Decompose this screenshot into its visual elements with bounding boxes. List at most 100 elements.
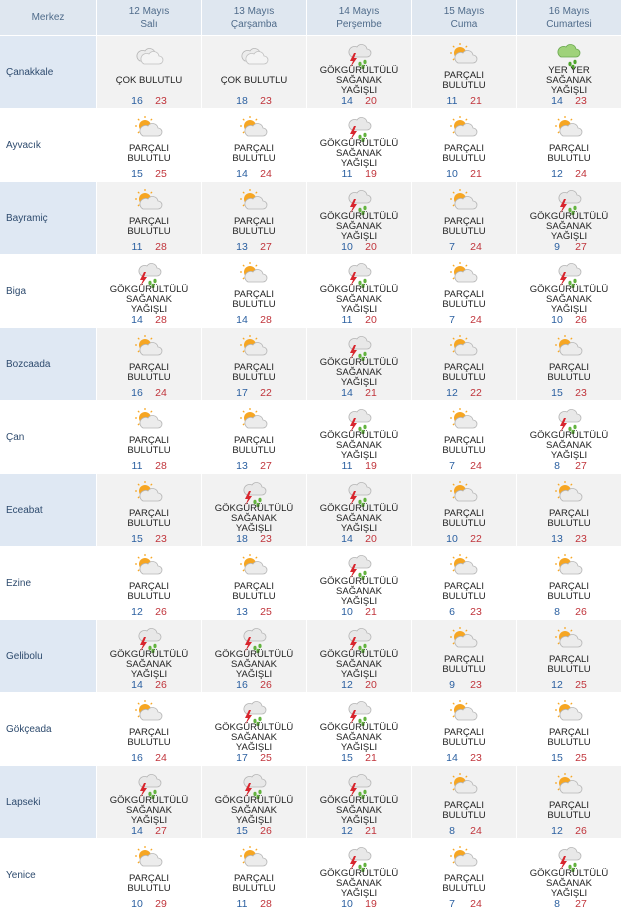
condition: GÖKGÜRÜLTÜLÜ SAĞANAK YAĞIŞLI bbox=[529, 868, 609, 899]
condition-box: PARÇALI BULUTLU bbox=[99, 507, 199, 531]
weather-icon bbox=[555, 335, 583, 356]
icon-part bbox=[363, 132, 367, 138]
weather-icon bbox=[555, 700, 583, 721]
weather-icon bbox=[450, 408, 478, 429]
icon-part bbox=[358, 718, 362, 724]
icon-part bbox=[139, 488, 163, 502]
day-date: 12 Mayıs bbox=[128, 6, 170, 17]
min-temp: 18 bbox=[236, 533, 248, 545]
min-temp: 14 bbox=[131, 679, 143, 691]
icon-part bbox=[570, 556, 573, 559]
icon-part bbox=[571, 867, 575, 872]
condition: GÖKGÜRÜLTÜLÜ SAĞANAK YAĞIŞLI bbox=[214, 503, 294, 534]
icon-part bbox=[242, 423, 245, 426]
icon-part bbox=[244, 415, 268, 429]
min-temp: 11 bbox=[341, 168, 353, 180]
icon-part bbox=[255, 191, 258, 194]
condition: GÖKGÜRÜLTÜLÜ SAĞANAK YAĞIŞLI bbox=[319, 138, 399, 169]
condition-box: GÖKGÜRÜLTÜLÜ SAĞANAK YAĞIŞLI bbox=[99, 285, 199, 315]
icon-part bbox=[570, 629, 573, 632]
condition: PARÇALI BULUTLU bbox=[127, 581, 171, 602]
icon-part bbox=[363, 862, 367, 868]
icon-part bbox=[350, 418, 357, 433]
icon-part bbox=[558, 263, 582, 277]
min-temp: 12 bbox=[131, 606, 143, 618]
condition: PARÇALI BULUTLU bbox=[232, 216, 276, 237]
icon-part bbox=[465, 264, 468, 267]
weather-icon bbox=[555, 627, 583, 648]
forecast-cell: PARÇALI BULUTLU 12 26 bbox=[517, 766, 622, 839]
forecast-cell: PARÇALI BULUTLU 7 24 bbox=[412, 255, 517, 328]
weather-icon bbox=[135, 846, 163, 867]
max-temp: 20 bbox=[365, 533, 377, 545]
weather-icon bbox=[450, 627, 478, 648]
condition: PARÇALI BULUTLU bbox=[232, 143, 276, 164]
header-day-cell: 15 Mayıs Cuma bbox=[412, 0, 517, 36]
icon-part bbox=[137, 848, 140, 851]
condition: PARÇALI BULUTLU bbox=[547, 727, 591, 748]
condition-box: PARÇALI BULUTLU bbox=[414, 215, 514, 239]
min-temp: 14 bbox=[236, 168, 248, 180]
icon-part bbox=[139, 853, 163, 867]
icon-part bbox=[465, 483, 468, 486]
max-temp: 21 bbox=[470, 95, 482, 107]
icon-part bbox=[358, 499, 362, 505]
condition: GÖKGÜRÜLTÜLÜ SAĞANAK YAĞIŞLI bbox=[319, 65, 399, 96]
icon-part bbox=[348, 555, 372, 569]
icon-part bbox=[138, 263, 162, 277]
forecast-cell: PARÇALI BULUTLU 7 24 bbox=[412, 401, 517, 474]
max-temp: 28 bbox=[260, 898, 272, 910]
icon-part bbox=[465, 45, 468, 48]
icon-part bbox=[573, 862, 577, 868]
condition: GÖKGÜRÜLTÜLÜ SAĞANAK YAĞIŞLI bbox=[319, 430, 399, 461]
icon-part bbox=[350, 491, 357, 506]
icon-part bbox=[350, 53, 357, 68]
condition-box: PARÇALI BULUTLU bbox=[204, 288, 304, 312]
day-date: 16 Mayıs bbox=[548, 6, 590, 17]
city-cell: Biga bbox=[0, 255, 97, 328]
max-temp: 23 bbox=[470, 606, 482, 618]
forecast-cell: GÖKGÜRÜLTÜLÜ SAĞANAK YAĞIŞLI 9 27 bbox=[517, 182, 622, 255]
condition-box: PARÇALI BULUTLU bbox=[204, 580, 304, 604]
weather-icon bbox=[450, 554, 478, 575]
icon-part bbox=[559, 123, 583, 137]
condition-box: PARÇALI BULUTLU bbox=[519, 142, 619, 166]
icon-part bbox=[348, 774, 372, 788]
condition-box: GÖKGÜRÜLTÜLÜ SAĞANAK YAĞIŞLI bbox=[309, 869, 409, 899]
icon-part bbox=[350, 783, 357, 798]
min-temp: 15 bbox=[236, 825, 248, 837]
weather-icon bbox=[348, 701, 372, 726]
condition: PARÇALI BULUTLU bbox=[442, 873, 486, 894]
forecast-cell: GÖKGÜRÜLTÜLÜ SAĞANAK YAĞIŞLI 10 21 bbox=[307, 547, 412, 620]
icon-part bbox=[150, 410, 153, 413]
icon-part bbox=[559, 488, 583, 502]
condition-box: PARÇALI BULUTLU bbox=[99, 361, 199, 385]
icon-part bbox=[245, 710, 252, 725]
condition-box: PARÇALI BULUTLU bbox=[414, 799, 514, 823]
condition: GÖKGÜRÜLTÜLÜ SAĞANAK YAĞIŞLI bbox=[529, 430, 609, 461]
condition-box: PARÇALI BULUTLU bbox=[99, 142, 199, 166]
weather-icon bbox=[558, 409, 582, 434]
icon-part bbox=[358, 134, 362, 140]
max-temp: 20 bbox=[365, 314, 377, 326]
icon-part bbox=[568, 207, 572, 213]
weather-icon bbox=[240, 335, 268, 356]
icon-part bbox=[452, 848, 455, 851]
icon-part bbox=[452, 277, 455, 280]
icon-part bbox=[256, 648, 260, 653]
max-temp: 20 bbox=[365, 241, 377, 253]
icon-part bbox=[148, 645, 152, 651]
icon-part bbox=[242, 350, 245, 353]
weather-icon bbox=[555, 481, 583, 502]
forecast-cell: PARÇALI BULUTLU 12 26 bbox=[97, 547, 202, 620]
max-temp: 23 bbox=[155, 533, 167, 545]
condition: GÖKGÜRÜLTÜLÜ SAĞANAK YAĞIŞLI bbox=[529, 211, 609, 242]
max-temp: 25 bbox=[155, 168, 167, 180]
min-temp: 13 bbox=[236, 460, 248, 472]
forecast-cell: GÖKGÜRÜLTÜLÜ SAĞANAK YAĞIŞLI 11 20 bbox=[307, 255, 412, 328]
min-temp: 9 bbox=[554, 241, 560, 253]
max-temp: 19 bbox=[365, 460, 377, 472]
condition: PARÇALI BULUTLU bbox=[127, 143, 171, 164]
condition-box: GÖKGÜRÜLTÜLÜ SAĞANAK YAĞIŞLI bbox=[309, 212, 409, 242]
min-temp: 16 bbox=[131, 95, 143, 107]
